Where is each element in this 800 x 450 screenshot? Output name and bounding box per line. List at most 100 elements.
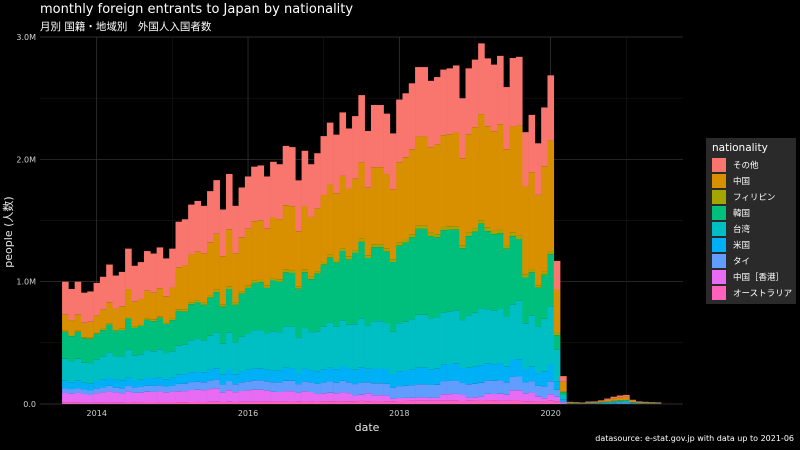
bar-segment [68, 361, 75, 383]
bar-segment [408, 149, 416, 235]
bar-segment [402, 397, 410, 401]
bar-segment [434, 368, 441, 385]
bar-segment [459, 320, 466, 369]
legend-item: フィリピン [712, 190, 796, 204]
bar-segment [339, 392, 347, 402]
bar-segment [528, 269, 536, 273]
bar-segment [553, 289, 561, 333]
bar-segment [181, 311, 189, 345]
bar-segment [377, 244, 384, 248]
bar-segment [307, 401, 315, 404]
bar-segment [150, 319, 157, 322]
bar-segment [118, 356, 126, 381]
bar-segment [270, 401, 277, 404]
bar-segment [244, 287, 252, 334]
bar-segment [106, 264, 113, 303]
bar-segment [232, 304, 239, 343]
bar-segment [93, 315, 101, 333]
bar-segment [623, 394, 630, 397]
bar-segment [99, 309, 107, 329]
bar-segment [194, 300, 202, 303]
bar-segment [534, 396, 542, 402]
bar-segment [125, 318, 132, 350]
bar-segment [219, 256, 227, 305]
bar-segment [244, 228, 252, 286]
bar-segment [364, 187, 372, 256]
bar-segment [415, 225, 422, 229]
bar-segment [93, 380, 101, 389]
bar-segment [522, 369, 529, 383]
bar-segment [370, 104, 378, 168]
bar-segment [484, 126, 492, 228]
bar-segment [522, 274, 529, 278]
bar-segment [560, 392, 567, 395]
bar-segment [175, 383, 183, 392]
bar-segment [301, 150, 309, 207]
bar-segment [320, 262, 328, 265]
bar-segment [62, 281, 69, 315]
bar-segment [194, 200, 202, 252]
bar-segment [553, 332, 561, 336]
bar-segment [144, 391, 151, 403]
bar-segment [333, 369, 340, 383]
bar-segment [484, 393, 492, 401]
bar-segment [484, 380, 492, 394]
bar-segment [459, 368, 466, 384]
bar-segment [112, 275, 120, 309]
bar-segment [377, 321, 384, 369]
bar-segment [194, 339, 202, 372]
bar-segment [232, 205, 239, 254]
bar-segment [301, 391, 309, 402]
bar-segment [74, 281, 82, 315]
bar-segment [200, 205, 208, 254]
bar-segment [541, 386, 548, 399]
bar-segment [440, 312, 447, 365]
bar-segment [610, 400, 618, 402]
bar-segment [383, 248, 391, 252]
bar-segment [440, 69, 447, 136]
bar-segment [181, 383, 189, 392]
bar-segment [465, 315, 473, 368]
bar-segment [144, 385, 151, 392]
bar-segment [402, 400, 410, 404]
bar-segment [162, 402, 170, 404]
bar-segment [553, 349, 561, 382]
bar-segment [144, 402, 151, 404]
bar-segment [490, 310, 498, 365]
bar-segment [131, 387, 139, 393]
bar-segment [377, 104, 384, 168]
bar-segment [623, 396, 630, 400]
bar-segment [257, 165, 265, 221]
bar-segment [112, 330, 120, 357]
bar-segment [440, 394, 447, 401]
bar-segment [270, 370, 277, 383]
bar-segment [257, 380, 265, 390]
bar-segment [276, 332, 283, 371]
bar-segment [522, 277, 529, 324]
bar-segment [478, 223, 485, 309]
bar-segment [87, 383, 94, 391]
bar-segment [396, 398, 403, 402]
bar-segment [370, 368, 378, 384]
bar-segment [162, 392, 170, 403]
bar-segment [459, 248, 466, 321]
bar-segment [597, 402, 605, 404]
bar-segment [99, 330, 107, 357]
legend-swatch [712, 158, 726, 172]
bar-segment [370, 401, 378, 404]
bar-segment [560, 399, 567, 402]
bar-segment [295, 401, 302, 404]
bar-segment [427, 236, 435, 319]
bar-segment [459, 395, 466, 401]
bar-segment [200, 253, 208, 303]
bar-segment [200, 382, 208, 391]
bar-segment [74, 314, 82, 331]
bar-segment [301, 269, 309, 273]
y-tick-label: 2.0M [16, 155, 36, 164]
bar-segment [515, 359, 523, 377]
bar-segment [307, 332, 315, 371]
bar-segment [415, 397, 422, 401]
bar-segment [276, 370, 283, 383]
bar-segment [471, 231, 479, 313]
bar-segment [402, 242, 410, 322]
